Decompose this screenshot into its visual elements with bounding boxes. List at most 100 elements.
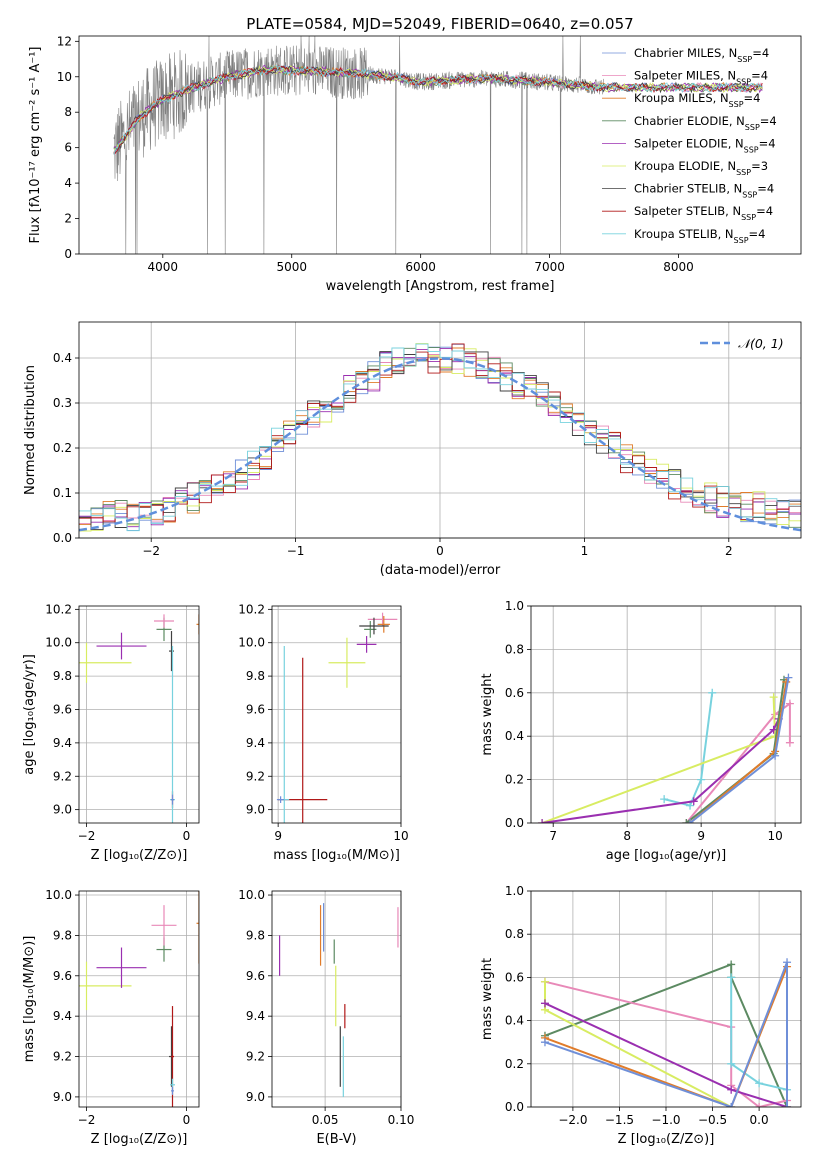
x-tick-label: −2 [78, 1113, 96, 1127]
legend-entry: Kroupa MILES, NSSP=4 [634, 91, 760, 109]
y-tick-label: 4 [64, 176, 72, 190]
y-tick-label: 8 [64, 105, 72, 119]
residuals-frame [78, 321, 802, 539]
weight-marker-salpeter_elodie [540, 999, 549, 1008]
y-tick-label: 0.0 [53, 531, 72, 545]
weight-marker-chabrier_miles [783, 958, 792, 967]
x-tick-label: −2 [78, 829, 96, 843]
x-tick-label: −2 [142, 544, 160, 558]
y-axis-label: Normed distribution [23, 365, 38, 495]
y-axis-label: Flux [fλ10⁻¹⁷ erg cm⁻² s⁻¹ A⁻¹] [28, 47, 43, 244]
legend-entry: Salpeter ELODIE, NSSP=4 [634, 136, 776, 154]
y-tick-label: 2 [64, 212, 72, 226]
weight-marker-chabrier_elodie [727, 960, 736, 969]
weight-marker-salpeter_elodie [727, 1085, 736, 1094]
y-tick-label: 9.6 [246, 702, 265, 716]
weight_vs_age-axes: 7 8 9 10 0.0 0.2 0.4 0.6 0.8 1.0 age [log₁₀(age/yr… [480, 599, 802, 863]
weight-marker-chabrier_miles [686, 819, 695, 823]
y-tick-label: 12 [57, 34, 72, 48]
y-tick-label: 9.2 [246, 1050, 265, 1064]
y-tick-label: 9.6 [246, 969, 265, 983]
x-tick-label: 10 [767, 829, 782, 843]
weight-marker-kroupa_stelib [727, 1059, 736, 1068]
y-axis-label: mass weight [480, 673, 495, 755]
x-tick-label: 1 [581, 544, 589, 558]
weight-marker-salpeter_elodie [689, 797, 698, 806]
weight-marker-chabrier_miles [784, 673, 793, 682]
y-tick-label: 1.0 [505, 884, 524, 898]
weight-marker-chabrier_miles [783, 1103, 792, 1107]
weight-marker-salpeter_miles [785, 738, 794, 747]
weight-marker-kroupa_stelib [755, 1079, 764, 1088]
x-tick-label: 5000 [276, 260, 307, 274]
x-tick-label: 0 [183, 1113, 191, 1127]
y-tick-label: 0.6 [505, 970, 524, 984]
x-tick-label: 9 [697, 829, 705, 843]
y-tick-label: 0.2 [505, 773, 524, 787]
y-tick-label: 9.2 [246, 769, 265, 783]
mass_vs_ebv-axes: 0.05 0.10 9.0 9.2 9.4 9.6 9.8 10.0 E(B-V) [238, 888, 414, 1147]
x-tick-label: 6000 [405, 260, 436, 274]
y-tick-label: 10.0 [238, 636, 265, 650]
x-tick-label: 10 [393, 829, 408, 843]
legend-entry: Chabrier STELIB, NSSP=4 [634, 182, 774, 200]
y-tick-label: 10 [57, 70, 72, 84]
y-tick-label: 10.2 [45, 602, 72, 616]
weight-line-salpeter_elodie [541, 718, 780, 823]
age_vs_mass-axes: 9 10 9.0 9.2 9.4 9.6 9.8 10.0 10.2 mass [log₁₀(M/… [238, 602, 408, 863]
histogram-kroupa_stelib [79, 343, 801, 532]
age_vs_mass-frame [271, 605, 402, 824]
weight_vs_age-plot [538, 673, 794, 823]
weight-marker-chabrier_miles [727, 1103, 736, 1107]
weight-marker-salpeter_miles [755, 1103, 764, 1107]
y-axis-label: age [log₁₀(age/yr)] [22, 654, 37, 775]
age_vs_Z-frame [78, 605, 200, 824]
y-tick-label: 0.2 [53, 441, 72, 455]
y-tick-label: 10.0 [45, 636, 72, 650]
x-tick-label: −0.5 [698, 1113, 727, 1127]
y-tick-label: 0.2 [505, 1057, 524, 1071]
y-tick-label: 9.8 [53, 928, 72, 942]
gaussian-curve [79, 357, 801, 532]
y-tick-label: 9.2 [53, 1050, 72, 1064]
age_vs_Z-axes: −2 0 9.0 9.2 9.4 9.6 9.8 10.0 10.2 Z [log₁₀(Z/Z⊙)… [22, 602, 200, 863]
y-tick-label: 0.4 [53, 351, 72, 365]
x-tick-label: 2 [725, 544, 733, 558]
y-tick-label: 0.6 [505, 686, 524, 700]
residuals-axes: −2 −1 0 1 2 0.0 0.1 0.2 0.3 0.4 (data-model)/error… [23, 321, 802, 578]
x-axis-label: Z [log₁₀(Z/Z⊙)] [91, 848, 188, 863]
y-tick-label: 9.8 [246, 669, 265, 683]
mass_vs_Z-frame [78, 890, 200, 1108]
histogram-salpeter_stelib [79, 343, 801, 523]
weight_vs_age-frame [530, 605, 802, 824]
y-tick-label: 0.0 [505, 1100, 524, 1114]
y-tick-label: 9.0 [246, 803, 265, 817]
y-tick-label: 9.4 [246, 736, 265, 750]
observed-spectrum [113, 36, 604, 254]
weight-marker-chabrier_miles [771, 751, 780, 760]
weight_vs_Z-frame [530, 890, 802, 1108]
mass_vs_Z-grid [79, 891, 199, 1107]
weight_vs_Z-axes: −2.0 −1.5 −1.0 −0.5 0.0 0.0 0.2 0.4 0.6 0.8 1.0 Z [… [480, 884, 802, 1147]
y-tick-label: 0.8 [505, 927, 524, 941]
weight-marker-salpeter_elodie [538, 819, 547, 823]
weight-marker-kroupa_stelib [660, 795, 669, 804]
y-tick-label: 0.1 [53, 486, 72, 500]
weight-marker-kroupa_elodie [769, 693, 778, 702]
y-tick-label: 9.4 [246, 1009, 265, 1023]
x-tick-label: −1.5 [605, 1113, 634, 1127]
y-tick-label: 10.2 [238, 602, 265, 616]
x-tick-label: 4000 [148, 260, 179, 274]
age_vs_Z-grid [79, 606, 199, 823]
weight-marker-kroupa_stelib [686, 801, 695, 810]
y-tick-label: 9.8 [53, 669, 72, 683]
x-axis-label: Z [log₁₀(Z/Z⊙)] [618, 1132, 715, 1147]
mass_vs_ebv-plot [278, 903, 399, 1097]
y-tick-label: 0.0 [505, 816, 524, 830]
x-tick-label: 0 [436, 544, 444, 558]
spectrum-axes: 4000 5000 6000 7000 8000 0 2 4 6 8 10 12 wavelength … [28, 34, 802, 294]
y-tick-label: 1.0 [505, 599, 524, 613]
mass_vs_ebv-frame [271, 890, 402, 1108]
y-tick-label: 9.6 [53, 702, 72, 716]
